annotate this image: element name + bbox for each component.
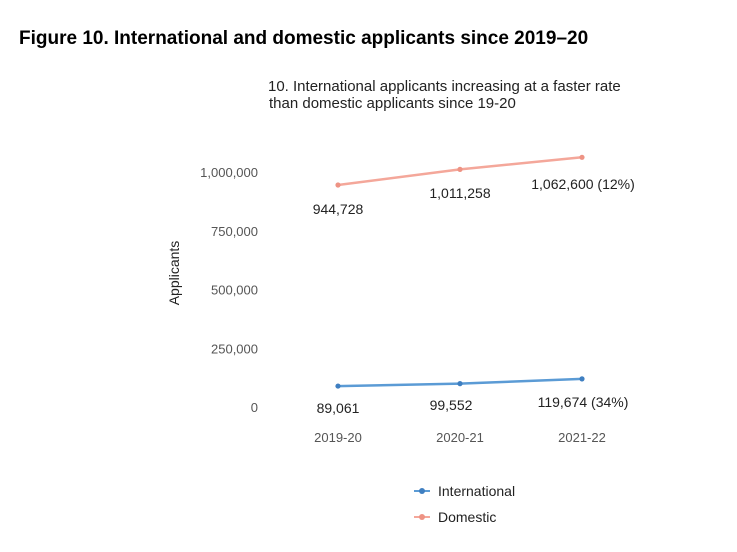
data-point-international-2020-21 xyxy=(457,381,463,387)
y-axis-label: Applicants xyxy=(166,241,182,306)
legend-item-domestic: Domestic xyxy=(414,504,515,530)
legend-label-international: International xyxy=(438,483,516,499)
data-label-domestic-2019-20: 944,728 xyxy=(313,201,364,217)
y-tick-label-250-000: 250,000 xyxy=(211,341,258,356)
chart-title-line-2: than domestic applicants since 19-20 xyxy=(269,95,516,112)
y-tick-label-500-000: 500,000 xyxy=(211,283,258,298)
legend-label-domestic: Domestic xyxy=(438,509,497,525)
data-point-domestic-2021-22 xyxy=(579,154,585,160)
data-label-domestic-2020-21: 1,011,258 xyxy=(429,185,490,201)
data-label-international-2019-20: 89,061 xyxy=(317,400,360,416)
data-label-international-2020-21: 99,552 xyxy=(430,397,473,413)
legend-item-international: International xyxy=(414,478,515,504)
y-tick-label-750-000: 750,000 xyxy=(211,224,258,239)
y-tick-label-0: 0 xyxy=(251,400,258,415)
x-tick-label-2019-20: 2019-20 xyxy=(314,430,362,445)
chart-title-line-1: 10. International applicants increasing … xyxy=(268,78,621,95)
figure-title: Figure 10. International and domestic ap… xyxy=(19,28,589,49)
data-point-international-2019-20 xyxy=(335,383,341,389)
data-label-domestic-2021-22: 1,062,600 (12%) xyxy=(531,176,635,192)
chart-title: 10. International applicants increasing … xyxy=(268,78,688,112)
y-tick-label-1-000-000: 1,000,000 xyxy=(200,165,258,180)
line-chart: Applicants 0 250,000 500,000 750,000 1,000,0… xyxy=(166,154,635,445)
x-tick-label-2021-22: 2021-22 xyxy=(558,430,606,445)
data-point-domestic-2020-21 xyxy=(457,166,463,172)
data-point-domestic-2019-20 xyxy=(335,182,341,188)
x-axis-ticks: 2019-20 2020-21 2021-22 xyxy=(314,430,606,445)
data-label-international-2021-22: 119,674 (34%) xyxy=(538,394,629,410)
series-group: 89,061 99,552 119,674 (34%) 944,728 1,011,25… xyxy=(313,154,635,416)
x-tick-label-2020-21: 2020-21 xyxy=(436,430,484,445)
data-point-international-2021-22 xyxy=(579,376,585,382)
legend-swatch-domestic xyxy=(414,512,430,522)
legend: International Domestic xyxy=(414,478,515,530)
y-axis-ticks: 0 250,000 500,000 750,000 1,000,000 xyxy=(200,165,258,415)
legend-swatch-international xyxy=(414,486,430,496)
